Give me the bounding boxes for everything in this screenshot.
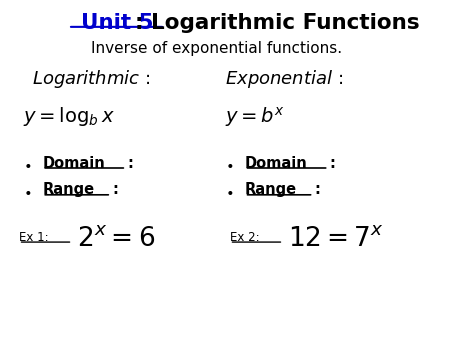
- Text: $\mathit{Logarithmic}$ :: $\mathit{Logarithmic}$ :: [32, 68, 150, 91]
- Text: Ex 2:: Ex 2:: [230, 231, 259, 244]
- Text: $\bullet$: $\bullet$: [225, 184, 234, 198]
- Text: :: :: [112, 183, 118, 197]
- Text: $y = \log_{b} x$: $y = \log_{b} x$: [23, 105, 115, 128]
- Text: $\bullet$: $\bullet$: [23, 184, 32, 198]
- Text: Ex 1:: Ex 1:: [18, 231, 48, 244]
- Text: :: :: [127, 155, 133, 171]
- Text: Inverse of exponential functions.: Inverse of exponential functions.: [91, 41, 342, 56]
- Text: Range: Range: [42, 183, 94, 197]
- Text: $\bullet$: $\bullet$: [23, 157, 32, 171]
- Text: Domain: Domain: [245, 155, 307, 171]
- Text: $12 = 7^x$: $12 = 7^x$: [288, 226, 384, 252]
- Text: $y = b^{x}$: $y = b^{x}$: [225, 105, 285, 129]
- Text: $2^x = 6$: $2^x = 6$: [76, 226, 155, 252]
- Text: Unit 5: Unit 5: [81, 13, 154, 33]
- Text: $\mathit{Exponential}$ :: $\mathit{Exponential}$ :: [225, 68, 343, 91]
- Text: Range: Range: [245, 183, 297, 197]
- Text: $\bullet$: $\bullet$: [225, 157, 234, 171]
- Text: :: :: [330, 155, 336, 171]
- Text: : Logarithmic Functions: : Logarithmic Functions: [135, 13, 419, 33]
- Text: Domain: Domain: [42, 155, 105, 171]
- Text: :: :: [315, 183, 321, 197]
